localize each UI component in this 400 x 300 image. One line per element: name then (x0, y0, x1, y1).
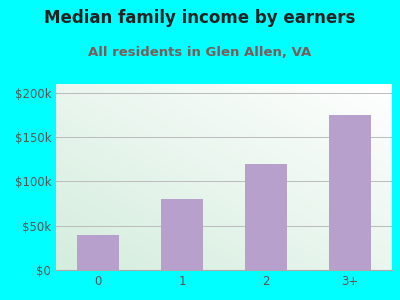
Bar (329, 115, 371, 270)
Text: Median family income by earners: Median family income by earners (44, 9, 356, 27)
Bar (161, 199, 203, 270)
Bar (77, 235, 119, 270)
Bar (245, 164, 287, 270)
Text: All residents in Glen Allen, VA: All residents in Glen Allen, VA (88, 46, 312, 59)
